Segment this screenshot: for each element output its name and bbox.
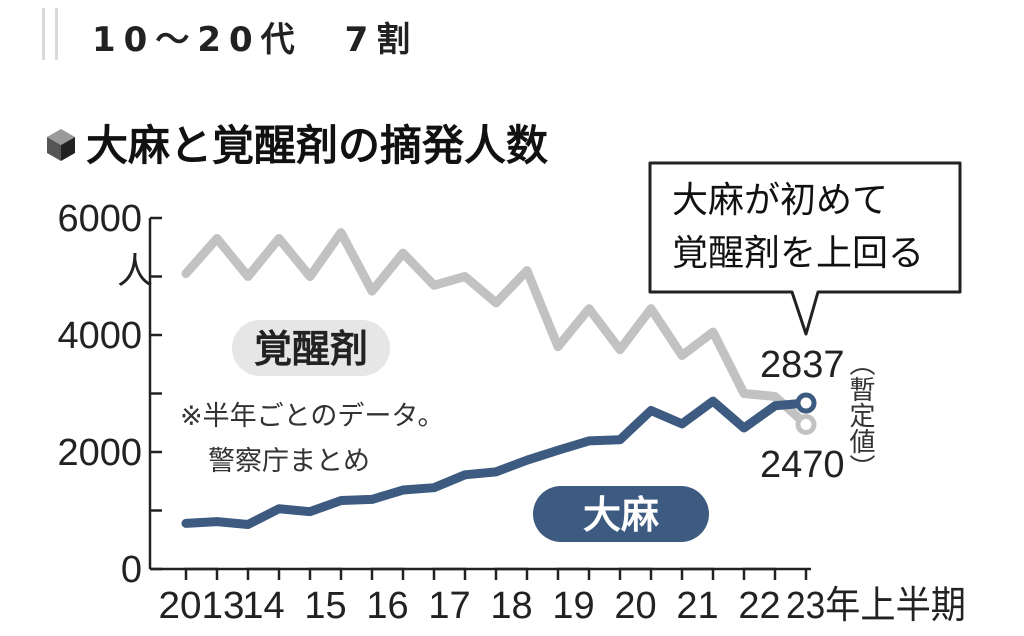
y-tick-label: 4000 xyxy=(57,315,142,357)
cube-icon xyxy=(47,129,75,161)
x-year-bracket xyxy=(556,567,591,580)
x-tick-label: 21 xyxy=(676,585,718,627)
cannabis-series-label: 大麻 xyxy=(583,493,659,537)
x-year-bracket xyxy=(432,567,467,580)
cannabis-series-line xyxy=(181,396,811,530)
provisional-label: （暫定値） xyxy=(845,350,875,480)
y-tick-label: 2000 xyxy=(57,432,142,474)
x-tick-label: 17 xyxy=(428,585,470,627)
note-line-1: ※半年ごとのデータ。 xyxy=(180,401,445,432)
x-tick-label: 20 xyxy=(614,585,656,627)
meth-series-line xyxy=(181,228,811,430)
x-tick-label: 16 xyxy=(366,585,408,627)
x-year-bracket xyxy=(680,567,715,580)
x-tick-label: 19 xyxy=(552,585,594,627)
x-year-bracket xyxy=(308,567,343,580)
x-year-bracket xyxy=(246,567,281,580)
y-tick-label: 0 xyxy=(121,549,142,591)
note-line-2: 警察庁まとめ xyxy=(208,446,370,477)
x-year-bracket xyxy=(184,567,219,580)
x-tick-label: 23年上半期 xyxy=(786,585,966,627)
callout-line-2: 覚醒剤を上回る xyxy=(672,233,924,274)
cannabis-last-value-label: 2837 xyxy=(760,344,845,386)
callout: 大麻が初めて 覚醒剤を上回る xyxy=(648,161,962,336)
x-year-bracket xyxy=(494,567,529,580)
callout-line-1: 大麻が初めて xyxy=(672,180,888,221)
chart-title: 大麻と覚醒剤の摘発人数 xyxy=(86,121,548,170)
cannabis-last-point xyxy=(795,392,817,414)
meth-series-label: 覚醒剤 xyxy=(254,327,368,371)
series-layer xyxy=(181,228,817,530)
x-tick-label: 22 xyxy=(738,585,780,627)
x-tick-label: 14 xyxy=(242,585,284,627)
x-tick-label: 18 xyxy=(490,585,532,627)
heading-bar xyxy=(42,8,58,60)
meth-label-badge: 覚醒剤 xyxy=(232,320,390,376)
heading: 10〜20代 7割 xyxy=(92,20,419,60)
x-year-bracket xyxy=(370,567,405,580)
x-year-bracket xyxy=(618,567,653,580)
x-tick-label: 2013 xyxy=(159,585,245,627)
x-tick-label: 15 xyxy=(304,585,346,627)
x-year-bracket xyxy=(742,567,777,580)
meth-last-value-label: 2470 xyxy=(760,444,845,486)
chart-title-group: 大麻と覚醒剤の摘発人数 xyxy=(47,121,548,170)
cannabis-label-badge: 大麻 xyxy=(533,486,709,542)
y-unit-label: 人 xyxy=(117,251,153,292)
meth-last-point xyxy=(795,414,817,436)
y-tick-label: 6000 xyxy=(57,198,142,240)
